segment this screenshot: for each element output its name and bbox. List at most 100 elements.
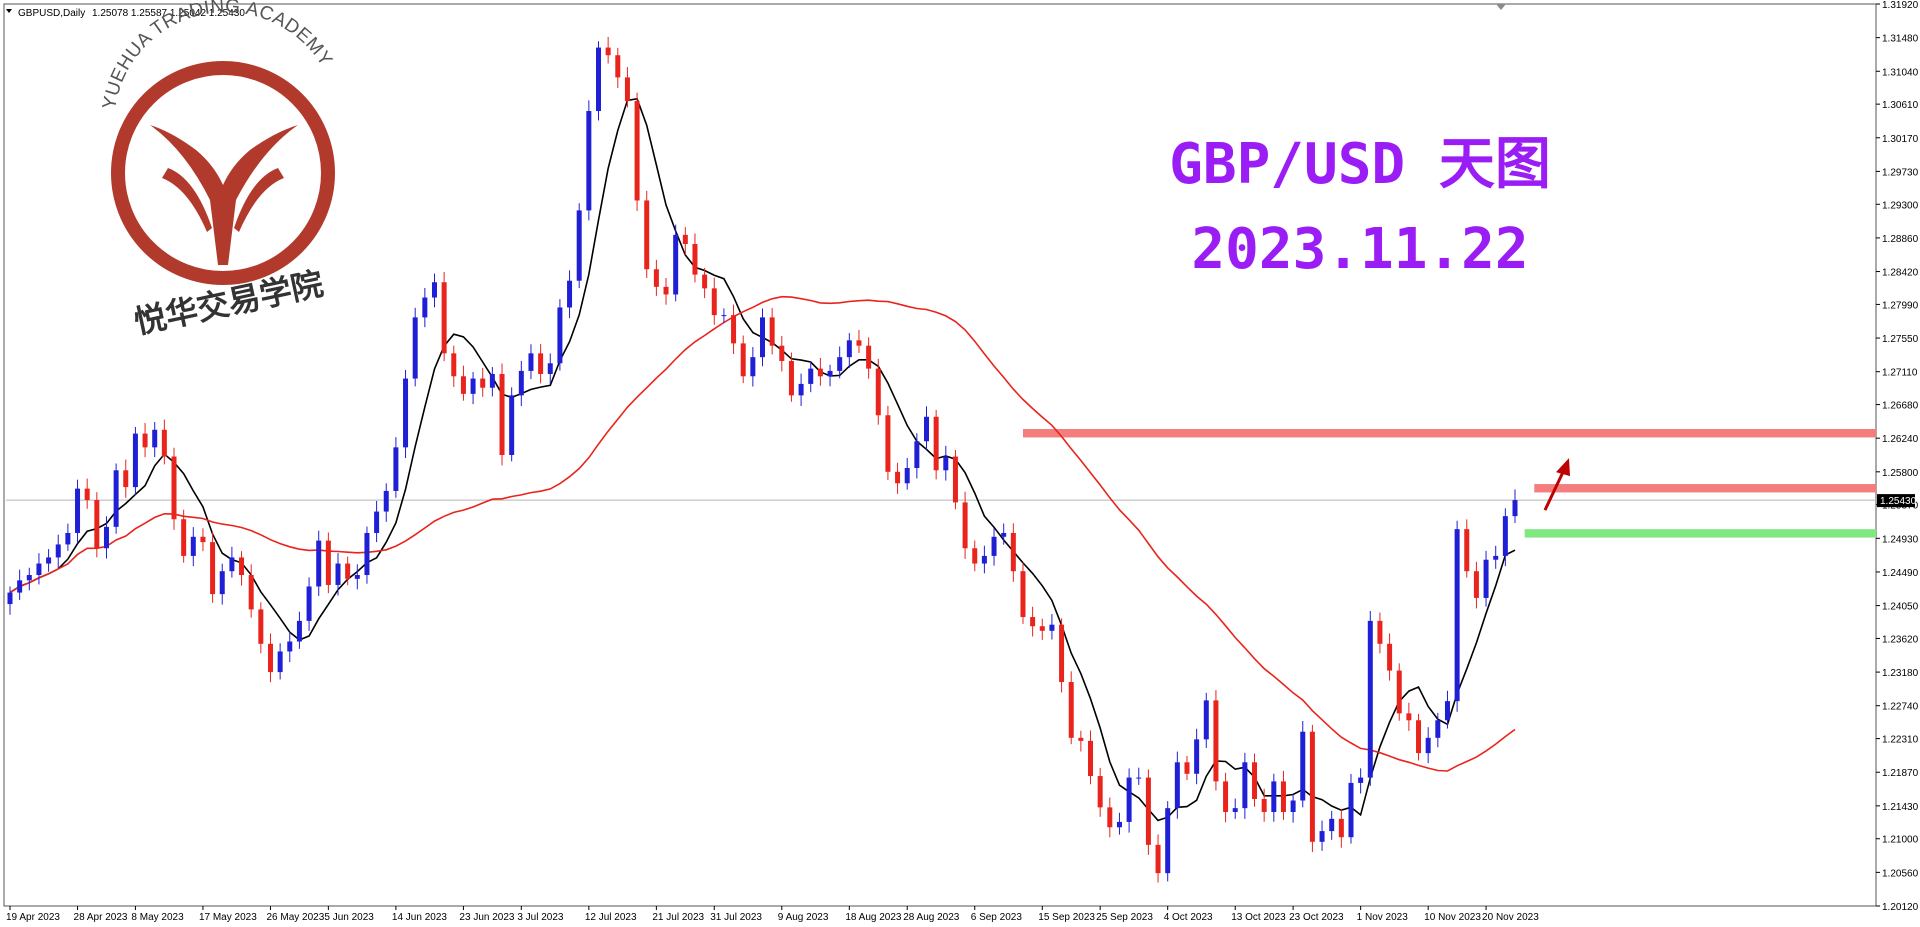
candle-body [55, 544, 61, 558]
candle [1174, 751, 1180, 819]
candle [740, 335, 746, 384]
candle-body [316, 540, 322, 587]
candle-body [403, 378, 409, 448]
candle-body [711, 288, 717, 316]
candle [1348, 773, 1354, 844]
candle-body [962, 502, 968, 549]
candle [1088, 730, 1094, 785]
candle [1329, 810, 1335, 840]
candle [1213, 690, 1219, 791]
candle-body [132, 433, 138, 488]
candle-body [702, 274, 708, 289]
candle [190, 527, 196, 567]
candle [1512, 489, 1518, 524]
up-arrow-icon [1556, 458, 1570, 477]
candle-body [750, 357, 756, 377]
y-tick-label: 1.31040 [1882, 67, 1919, 78]
candle-body [1396, 670, 1402, 714]
candle [721, 308, 727, 323]
candle-body [885, 415, 891, 472]
x-tick-label: 19 Apr 2023 [6, 912, 60, 923]
candle [239, 551, 245, 586]
candle [26, 567, 32, 591]
candle-body [1483, 559, 1489, 598]
candle-body [769, 317, 775, 346]
candle-body [846, 340, 852, 358]
y-tick-label: 1.22740 [1882, 702, 1919, 713]
candle [1406, 702, 1412, 731]
overlay-title-line1: GBP/USD 天图 [1169, 132, 1551, 197]
candle-body [1502, 516, 1508, 556]
candle-body [1512, 500, 1518, 517]
x-tick-label: 23 Jun 2023 [459, 912, 514, 923]
candle-body [1078, 737, 1084, 741]
candle-body [1367, 620, 1373, 778]
candle-body [1271, 781, 1277, 812]
candle [837, 346, 843, 379]
candle [1165, 801, 1171, 882]
candle [1078, 730, 1084, 752]
logo-leaf-left [162, 168, 212, 232]
x-tick-label: 26 May 2023 [266, 912, 324, 923]
candle [1300, 721, 1306, 808]
candle-body [518, 370, 524, 396]
y-tick-label: 1.28860 [1882, 234, 1919, 245]
candle-body [1348, 782, 1354, 838]
candle-body [952, 456, 958, 503]
candle-body [75, 488, 81, 533]
candle [364, 526, 370, 584]
candle [460, 365, 466, 401]
candle [345, 556, 351, 586]
candle [171, 447, 177, 530]
candle [1194, 728, 1200, 785]
candle-body [1300, 731, 1306, 801]
y-tick-label: 1.23620 [1882, 634, 1919, 645]
candle-body [277, 651, 283, 673]
candle [895, 462, 901, 494]
candle [1271, 773, 1277, 822]
candle [229, 546, 235, 578]
candle [518, 360, 524, 406]
candle-body [152, 429, 158, 448]
candle-body [576, 210, 582, 281]
x-tick-label: 14 Jun 2023 [392, 912, 447, 923]
scroll-marker-triangle-icon[interactable] [1496, 4, 1506, 10]
symbol-menu-triangle-icon[interactable] [6, 9, 12, 13]
candle-body [924, 416, 930, 442]
candle [885, 405, 891, 481]
candle-body [374, 511, 380, 533]
candle-body [904, 467, 910, 484]
candle [952, 449, 958, 510]
candle [1338, 808, 1344, 848]
x-tick-label: 10 Nov 2023 [1424, 912, 1481, 923]
candle [219, 563, 225, 605]
header-symbol: GBPUSD,Daily [18, 8, 85, 19]
candle [547, 353, 553, 385]
candle-body [1126, 777, 1132, 822]
candle-body [760, 317, 765, 358]
candle-body [509, 395, 515, 455]
candle [1145, 769, 1151, 855]
arrow-group [1543, 458, 1570, 511]
candle-body [296, 620, 302, 642]
candle [731, 304, 737, 355]
candle [7, 586, 13, 615]
candle [210, 531, 216, 603]
candle [46, 549, 52, 572]
candle-body [142, 433, 148, 448]
x-tick-label: 17 May 2023 [199, 912, 257, 923]
arrow-shaft [1543, 471, 1565, 511]
candle [1010, 523, 1016, 582]
y-tick-label: 1.21430 [1882, 802, 1919, 813]
y-tick-label: 1.20560 [1882, 868, 1919, 879]
candle-body [1039, 626, 1045, 631]
candle-body [615, 55, 621, 78]
candle [1001, 523, 1007, 545]
price-zones [1022, 429, 1876, 538]
candle [412, 307, 418, 387]
y-tick-label: 1.20120 [1882, 902, 1919, 913]
candle-body [489, 373, 495, 388]
candle-body [94, 500, 100, 549]
candle-body [972, 548, 978, 564]
candle-body [586, 111, 592, 211]
